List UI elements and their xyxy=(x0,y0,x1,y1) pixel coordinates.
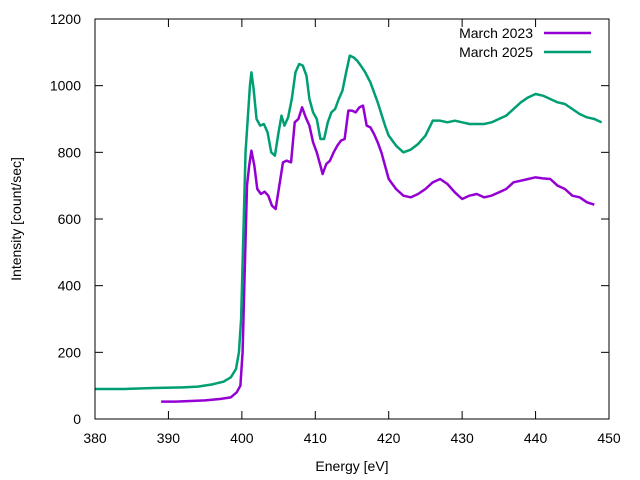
y-tick-label: 600 xyxy=(58,211,82,227)
y-tick-label: 800 xyxy=(58,144,82,160)
series-line-1 xyxy=(161,104,595,403)
y-tick-label: 1200 xyxy=(50,11,81,27)
series-layer xyxy=(95,54,603,403)
series-line-2 xyxy=(95,54,603,391)
x-tick-label: 390 xyxy=(157,430,181,446)
legend-label-1: March 2023 xyxy=(459,25,533,41)
y-tick-label: 1000 xyxy=(50,78,81,94)
x-axis-title: Energy [eV] xyxy=(315,458,388,474)
x-tick-label: 440 xyxy=(524,430,548,446)
y-tick-label: 0 xyxy=(73,411,81,427)
x-tick-label: 430 xyxy=(450,430,474,446)
y-tick-label: 200 xyxy=(58,344,82,360)
x-tick-label: 450 xyxy=(597,430,621,446)
legend: March 2023 March 2025 xyxy=(459,25,591,60)
y-axis-title: Intensity [count/sec] xyxy=(8,157,24,281)
x-tick-label: 420 xyxy=(377,430,401,446)
y-tick-label: 400 xyxy=(58,278,82,294)
x-tick-label: 410 xyxy=(304,430,328,446)
ticks-layer: 380 390 400 410 420 430 440 450 0 200 400 600 800 100… xyxy=(50,11,621,446)
x-tick-label: 400 xyxy=(230,430,254,446)
x-tick-label: 380 xyxy=(83,430,107,446)
legend-label-2: March 2025 xyxy=(459,44,533,60)
